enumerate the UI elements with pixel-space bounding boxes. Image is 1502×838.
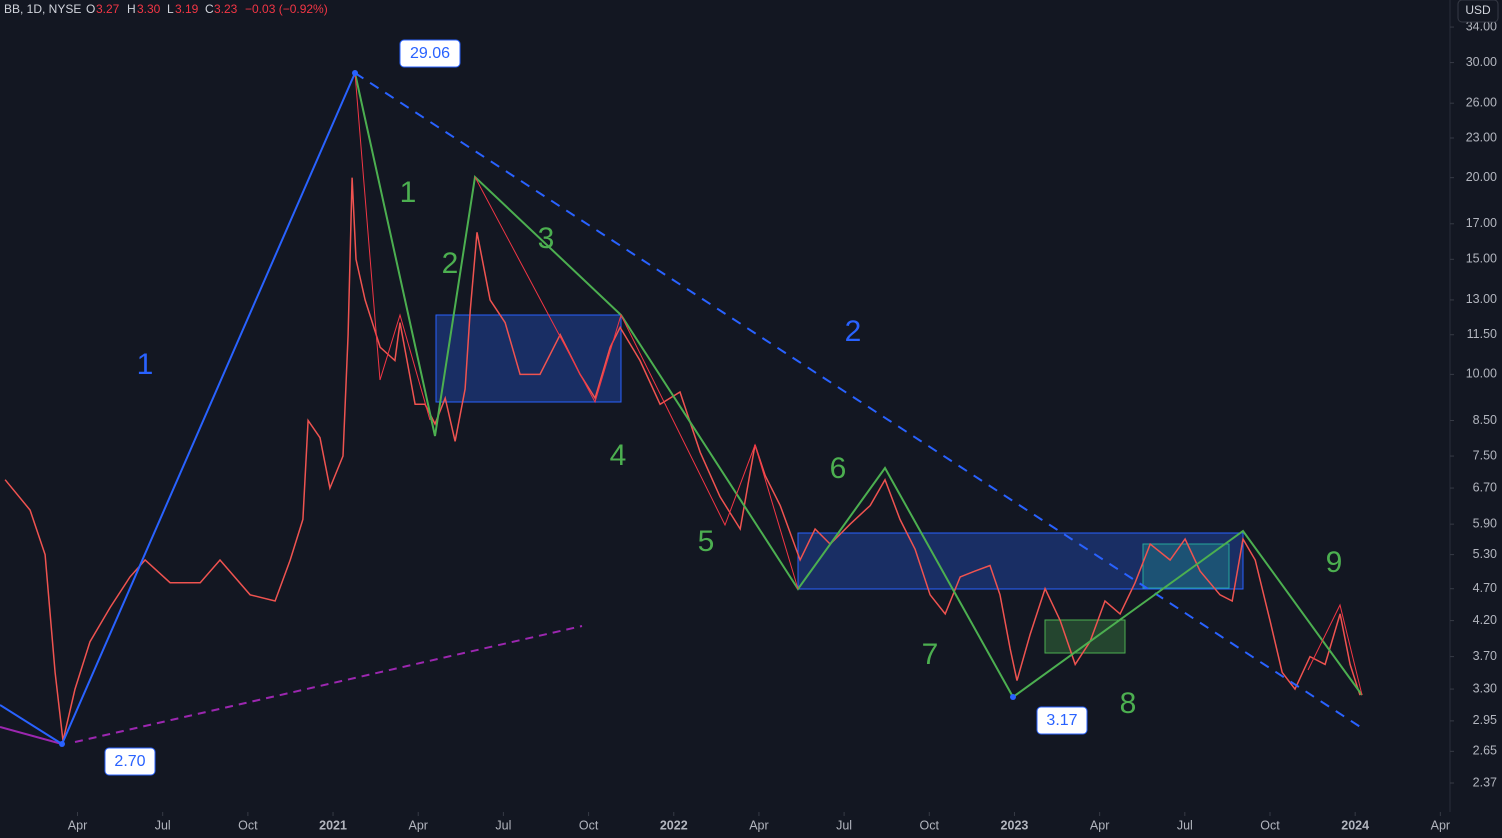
price-line: [4, 177, 1361, 741]
plot-area: [4, 177, 1361, 741]
y-tick-label: 3.70: [1473, 649, 1497, 663]
y-tick-label: 13.00: [1466, 292, 1497, 306]
x-tick-label: Apr: [1090, 818, 1109, 832]
ohlc-key: C: [205, 2, 214, 16]
wave-label: 7: [922, 638, 939, 671]
y-tick-label: 10.00: [1466, 367, 1497, 381]
wave-label: 8: [1120, 687, 1137, 720]
y-tick-label: 23.00: [1466, 130, 1497, 144]
y-tick-label: 2.65: [1473, 744, 1497, 758]
y-tick-label: 30.00: [1466, 55, 1497, 69]
price-labels: 29.06 2.70 3.17: [104, 39, 1088, 776]
y-tick-label: 8.50: [1473, 413, 1497, 427]
x-tick-label: 2024: [1341, 818, 1369, 832]
range-box: [435, 314, 622, 403]
sub-wave: [474, 176, 799, 590]
price-label: 2.70: [114, 753, 145, 770]
wave-label: 2: [845, 315, 862, 348]
sub-wave: [1307, 603, 1363, 696]
y-tick-label: 34.00: [1466, 19, 1497, 33]
y-tick-label: 26.00: [1466, 95, 1497, 109]
ohlc-key: L: [167, 2, 174, 16]
x-tick-label: Oct: [1260, 818, 1280, 832]
y-tick-label: 2.37: [1473, 775, 1497, 789]
wave-label: 5: [698, 525, 715, 558]
wave-label: 1: [400, 176, 417, 209]
y-tick-label: 7.50: [1473, 448, 1497, 462]
x-tick-label: Oct: [238, 818, 258, 832]
ohlc-value: 3.27: [96, 2, 120, 16]
ohlc-key: H: [127, 2, 136, 16]
x-tick-label: Oct: [579, 818, 599, 832]
wave-label: 3: [538, 222, 555, 255]
ohlc-value: 3.19: [175, 2, 199, 16]
y-tick-label: 2.95: [1473, 713, 1497, 727]
x-tick-label: Jul: [1177, 818, 1193, 832]
wave-label: 9: [1326, 546, 1343, 579]
price-label: 3.17: [1046, 712, 1077, 729]
x-tick-label: Jul: [495, 818, 511, 832]
change: −0.03 (−0.92%): [245, 2, 328, 16]
currency-button[interactable]: [1457, 0, 1499, 23]
y-tick-label: 5.90: [1473, 516, 1497, 530]
y-tick-label: 5.30: [1473, 547, 1497, 561]
pivot: [352, 70, 358, 76]
wave-label: 4: [610, 439, 627, 472]
ohlc-key: O: [86, 2, 95, 16]
trend-line: [0, 726, 63, 745]
y-tick-label: 3.30: [1473, 681, 1497, 695]
x-tick-label: Apr: [68, 818, 87, 832]
x-tick-label: Oct: [920, 818, 940, 832]
wave-label: 2: [442, 247, 459, 280]
range-box: [797, 532, 1244, 590]
drawings: [0, 72, 1366, 746]
trend-line: [74, 625, 583, 743]
ohlc-value: 3.23: [214, 2, 238, 16]
pivot: [59, 741, 65, 747]
y-tick-label: 6.70: [1473, 480, 1497, 494]
y-tick-label: 11.50: [1467, 327, 1497, 341]
x-tick-label: 2021: [319, 818, 347, 832]
axes: 34.00 30.00 26.00 23.00 20.00 17.00 15.00 13.00…: [68, 0, 1497, 832]
pivot: [1010, 694, 1016, 700]
currency[interactable]: USD: [1465, 3, 1491, 17]
y-tick-label: 4.70: [1473, 581, 1497, 595]
label-box: [104, 747, 156, 776]
symbol: BB, 1D, NYSE: [4, 2, 81, 16]
y-tick-label: 20.00: [1466, 170, 1497, 184]
x-tick-label: Apr: [749, 818, 768, 832]
sub-wave: [354, 72, 431, 421]
x-tick-label: Apr: [408, 818, 427, 832]
trend-line: [354, 72, 1366, 731]
header: BB, 1D, NYSE O 3.27 H 3.30 L 3.19 C 3.23…: [4, 2, 328, 16]
y-tick-label: 4.20: [1473, 613, 1497, 627]
wave-label: 1: [137, 348, 154, 381]
price-label: 29.06: [410, 45, 450, 62]
pivot-dots: [59, 70, 1016, 747]
wave-labels: 1 2 3 4 5 6 7 8 9 1 2: [137, 176, 1343, 720]
x-tick-label: 2022: [660, 818, 688, 832]
label-box: [399, 39, 461, 68]
x-tick-label: Jul: [155, 818, 171, 832]
x-tick-label: Apr: [1431, 818, 1450, 832]
x-tick-label: Jul: [836, 818, 852, 832]
y-tick-label: 17.00: [1466, 216, 1497, 230]
y-tick-label: 15.00: [1466, 252, 1497, 266]
label-box: [1036, 706, 1088, 735]
x-tick-label: 2023: [1001, 818, 1029, 832]
wave-label: 6: [830, 452, 847, 485]
ohlc-value: 3.30: [137, 2, 161, 16]
